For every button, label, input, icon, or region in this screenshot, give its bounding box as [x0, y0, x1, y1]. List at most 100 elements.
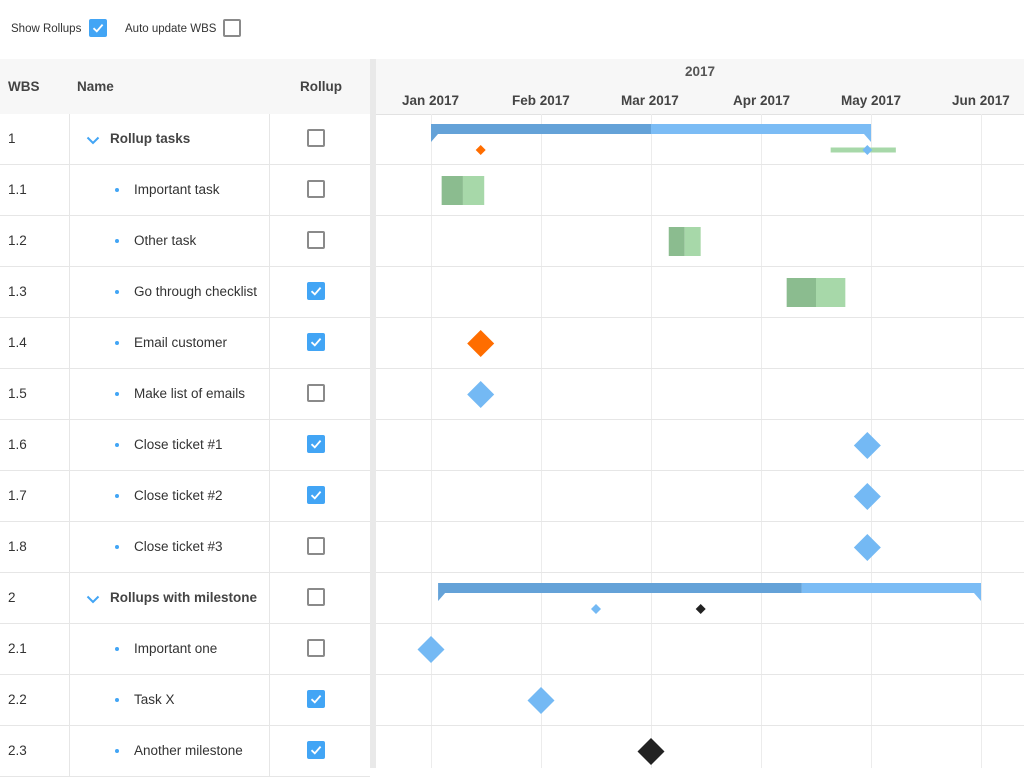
milestone-diamond[interactable]	[527, 687, 555, 714]
rollup-milestone[interactable]	[862, 145, 873, 155]
wbs-column-header[interactable]: WBS	[8, 79, 40, 94]
table-row[interactable]: 1.6 Close ticket #1	[0, 420, 370, 471]
table-row[interactable]: 1.2 Other task	[0, 216, 370, 267]
month-header-apr: Apr 2017	[733, 93, 791, 108]
chevron-down-icon[interactable]	[84, 131, 102, 149]
summary-bar-progress[interactable]	[431, 124, 651, 134]
task-name-cell: Other task	[134, 233, 197, 248]
auto-update-wbs-checkbox[interactable]	[223, 19, 241, 37]
task-name-cell: Rollups with milestone	[110, 590, 258, 605]
table-row-parent[interactable]: 1 Rollup tasks	[0, 114, 370, 165]
column-divider	[69, 216, 70, 267]
column-divider	[269, 114, 270, 165]
table-row[interactable]: 1.4 Email customer	[0, 318, 370, 369]
rollup-checkbox[interactable]	[307, 639, 325, 657]
bullet-icon	[115, 443, 119, 447]
column-divider	[69, 573, 70, 624]
task-name-cell: Important task	[134, 182, 220, 197]
task-bar[interactable]	[462, 176, 485, 205]
summary-bar-left-cap[interactable]	[438, 593, 446, 601]
column-divider	[269, 216, 270, 267]
rollup-checkbox[interactable]	[307, 537, 325, 555]
summary-bar-right-cap[interactable]	[864, 134, 871, 142]
column-divider	[69, 420, 70, 471]
auto-update-wbs-label: Auto update WBS	[125, 23, 217, 35]
chevron-down-icon[interactable]	[84, 590, 102, 608]
name-column-header[interactable]: Name	[77, 79, 114, 94]
summary-bar-progress[interactable]	[438, 583, 802, 593]
column-divider	[269, 318, 270, 369]
milestone-diamond[interactable]	[417, 636, 445, 663]
checkmark-icon	[310, 338, 322, 347]
table-row[interactable]: 2.2 Task X	[0, 675, 370, 726]
task-bar[interactable]	[684, 227, 701, 256]
table-row[interactable]: 1.8 Close ticket #3	[0, 522, 370, 573]
bullet-icon	[115, 392, 119, 396]
task-bar-progress[interactable]	[786, 278, 816, 307]
wbs-cell: 2.1	[8, 641, 27, 656]
summary-bar[interactable]	[651, 124, 871, 134]
bullet-icon	[115, 494, 119, 498]
table-row[interactable]: 1.5 Make list of emails	[0, 369, 370, 420]
wbs-cell: 1.7	[8, 488, 27, 503]
rollup-checkbox[interactable]	[307, 741, 325, 759]
rollup-checkbox[interactable]	[307, 384, 325, 402]
rollup-checkbox[interactable]	[307, 588, 325, 606]
task-bar[interactable]	[816, 278, 846, 307]
task-name-cell: Close ticket #2	[134, 488, 223, 503]
rollup-milestone[interactable]	[695, 604, 706, 614]
rollup-checkbox[interactable]	[307, 486, 325, 504]
table-row[interactable]: 2.3 Another milestone	[0, 726, 370, 777]
wbs-cell: 1.5	[8, 386, 27, 401]
task-name-cell: Important one	[134, 641, 218, 656]
milestone-diamond[interactable]	[467, 381, 495, 408]
milestone-diamond[interactable]	[853, 432, 881, 459]
summary-bar[interactable]	[801, 583, 981, 593]
checkmark-icon	[310, 695, 322, 704]
summary-bar-right-cap[interactable]	[974, 593, 981, 601]
table-row[interactable]: 1.1 Important task	[0, 165, 370, 216]
rollup-checkbox[interactable]	[307, 129, 325, 147]
rollup-checkbox[interactable]	[307, 180, 325, 198]
wbs-cell: 1.3	[8, 284, 27, 299]
wbs-cell: 1.2	[8, 233, 27, 248]
bullet-icon	[115, 698, 119, 702]
table-row[interactable]: 1.3 Go through checklist	[0, 267, 370, 318]
table-row[interactable]: 1.7 Close ticket #2	[0, 471, 370, 522]
checkmark-icon	[310, 440, 322, 449]
gantt-chart	[376, 114, 1024, 768]
column-divider	[69, 675, 70, 726]
toolbar: Show Rollups Auto update WBS	[0, 0, 1024, 58]
rollup-checkbox[interactable]	[307, 282, 325, 300]
show-rollups-checkbox[interactable]	[89, 19, 107, 37]
table-row[interactable]: 2.1 Important one	[0, 624, 370, 675]
summary-bar-left-cap[interactable]	[431, 134, 438, 142]
table-row-parent[interactable]: 2 Rollups with milestone	[0, 573, 370, 624]
milestone-diamond[interactable]	[637, 738, 665, 765]
rollup-checkbox[interactable]	[307, 690, 325, 708]
task-bar-progress[interactable]	[441, 176, 463, 205]
month-header-jun: Jun 2017	[952, 93, 1010, 108]
column-divider	[269, 573, 270, 624]
milestone-diamond[interactable]	[853, 534, 881, 561]
milestone-diamond[interactable]	[467, 330, 495, 357]
wbs-cell: 2	[8, 590, 16, 605]
rollup-checkbox[interactable]	[307, 435, 325, 453]
rollup-milestone[interactable]	[591, 604, 601, 614]
task-name-cell: Email customer	[134, 335, 228, 350]
rollup-column-header[interactable]: Rollup	[300, 79, 342, 94]
rollup-milestone[interactable]	[475, 145, 486, 155]
task-name-cell: Task X	[134, 692, 175, 707]
rollup-checkbox[interactable]	[307, 333, 325, 351]
wbs-cell: 1.1	[8, 182, 27, 197]
task-name-cell: Close ticket #1	[134, 437, 223, 452]
rollup-checkbox[interactable]	[307, 231, 325, 249]
wbs-cell: 1.8	[8, 539, 27, 554]
milestone-diamond[interactable]	[853, 483, 881, 510]
bullet-icon	[115, 647, 119, 651]
grid-splitter[interactable]	[370, 59, 376, 768]
task-bar-progress[interactable]	[668, 227, 685, 256]
wbs-cell: 2.2	[8, 692, 27, 707]
task-name-cell: Another milestone	[134, 743, 243, 758]
column-divider	[269, 675, 270, 726]
